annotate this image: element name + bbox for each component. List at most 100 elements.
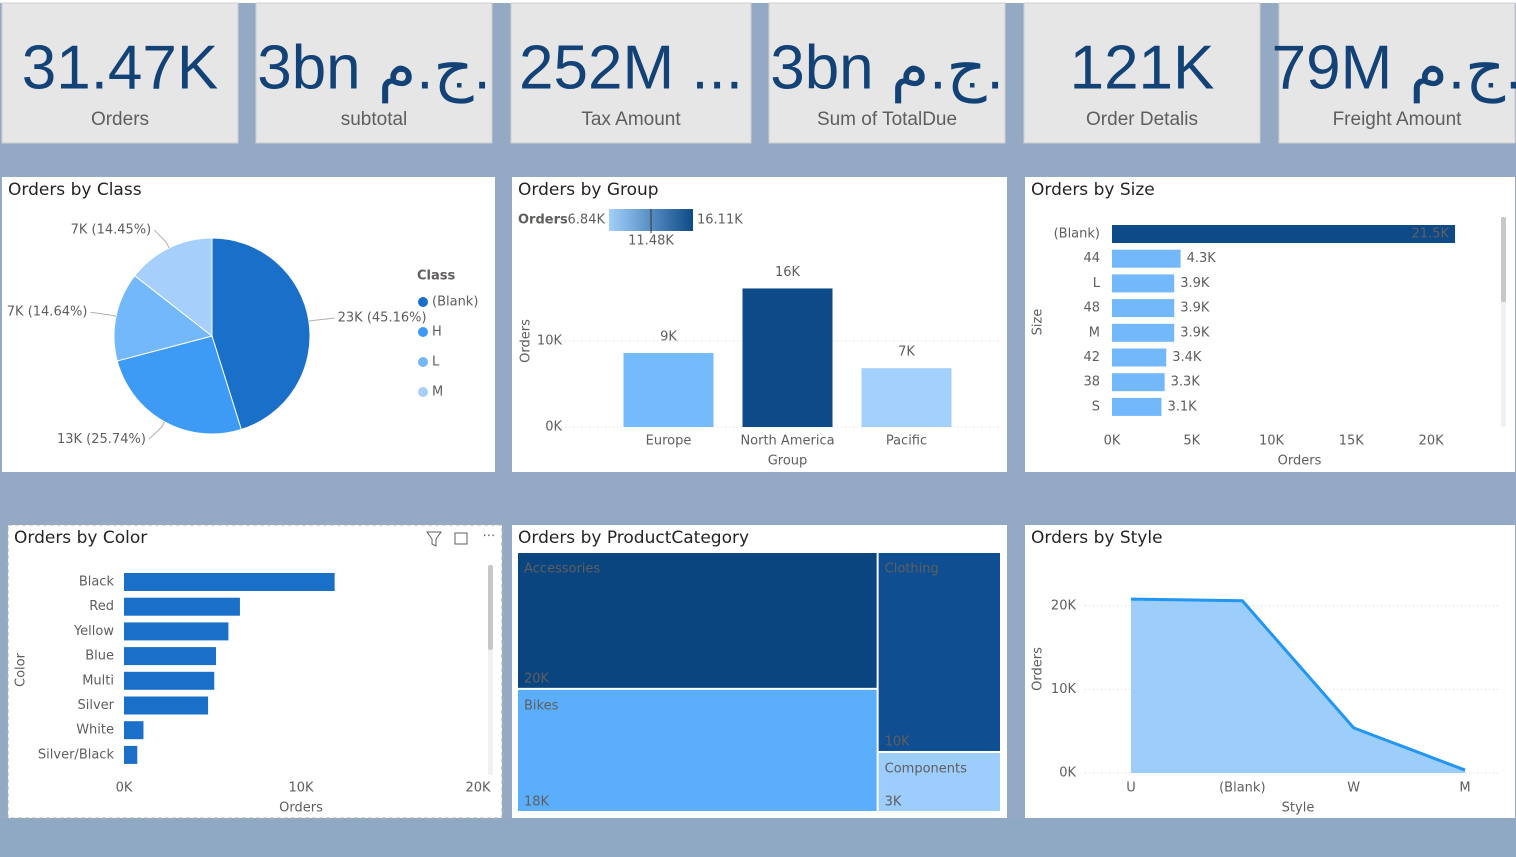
leader-line (148, 421, 166, 440)
bar (124, 671, 215, 690)
kpi-card (510, 2, 752, 144)
kpi-label: Freight Amount (1333, 109, 1463, 130)
kpi-value: 79M ج.م. (1272, 33, 1516, 104)
data-label: 20K (524, 671, 550, 686)
kpi-card (1023, 2, 1261, 144)
top-strip (0, 0, 1516, 3)
y-tick-label: 48 (1083, 301, 1100, 316)
y-tick-label: White (76, 723, 114, 738)
y-axis-title: Orders (519, 319, 534, 363)
legend-label: H (432, 325, 442, 340)
y-axis-title: Color (14, 652, 29, 687)
treemap-tile (518, 553, 877, 688)
kpi-card (1, 2, 239, 144)
chart-title: Orders by Group (518, 180, 659, 200)
y-tick-label: 44 (1083, 251, 1100, 266)
y-tick-label: S (1092, 399, 1100, 414)
x-tick-label: 10K (288, 781, 314, 796)
tile-label: Components (885, 762, 967, 777)
tile-label: Accessories (524, 562, 600, 577)
legend-marker (418, 297, 428, 307)
focus-icon (454, 532, 468, 545)
kpi-card (1278, 2, 1516, 144)
y-tick-label: Silver/Black (38, 747, 115, 762)
legend-label: (Blank) (432, 295, 478, 310)
y-tick-label: 10K (1051, 682, 1077, 697)
y-tick-label: Red (89, 599, 114, 614)
y-tick-label: Yellow (73, 624, 114, 639)
x-tick-label: 0K (1104, 434, 1121, 449)
x-tick-label: North America (740, 434, 834, 449)
data-label: 9K (660, 330, 677, 345)
bar (124, 745, 138, 764)
bar (861, 368, 952, 427)
legend-label: M (432, 385, 443, 400)
x-tick-label: 5K (1183, 434, 1200, 449)
legend-label: L (432, 355, 440, 370)
bar (1112, 299, 1175, 318)
chart-title: Orders by Style (1031, 528, 1163, 548)
y-tick-label: Black (79, 575, 115, 590)
scrollbar-thumb (1501, 217, 1506, 302)
pie-slice (134, 237, 213, 338)
bar (124, 573, 335, 591)
bar (1112, 348, 1167, 367)
x-tick-label: W (1347, 781, 1360, 796)
kpi-card (255, 2, 493, 144)
tile-label: Clothing (885, 562, 939, 577)
more-icon: ⋯ (483, 529, 496, 544)
data-label: 10K (885, 735, 911, 750)
data-label: 7K (14.45%) (71, 222, 152, 237)
y-axis-title: Orders (1031, 647, 1046, 691)
data-label: 3.9K (1180, 301, 1210, 316)
chart-title: Orders by ProductCategory (518, 528, 749, 548)
kpi-value: 3bn ج.م. (770, 33, 1004, 104)
kpi-label: Sum of TotalDue (817, 109, 957, 130)
pie-slice (113, 274, 214, 362)
treemap-tile (878, 753, 1000, 811)
chart-title: Orders by Size (1031, 180, 1155, 200)
chart-title: Orders by Color (14, 528, 147, 548)
bar (124, 721, 144, 740)
data-label: 3K (885, 795, 902, 810)
data-label: 18K (524, 795, 550, 810)
kpi-label: subtotal (341, 109, 408, 130)
line (1130, 597, 1466, 772)
bar (1112, 249, 1181, 268)
bar (124, 696, 209, 715)
legend-marker (418, 357, 428, 367)
data-label: 3.1K (1167, 399, 1197, 414)
y-tick-label: 42 (1083, 350, 1100, 365)
kpi-label: Order Detalis (1086, 109, 1198, 130)
bar (124, 647, 217, 666)
x-axis-title: Orders (1278, 454, 1322, 469)
kpi-value: 31.47K (22, 33, 219, 102)
y-axis-title: Size (1031, 309, 1046, 336)
y-tick-label: 20K (1051, 598, 1077, 613)
area-fill (1131, 599, 1465, 773)
x-tick-label: Europe (646, 434, 692, 449)
y-tick-label: 38 (1083, 375, 1100, 390)
filter-icon (426, 531, 442, 547)
kpi-label: Orders (91, 109, 149, 130)
data-label: 4.3K (1187, 251, 1217, 266)
color-scale-max: 16.11K (697, 213, 743, 228)
data-label: 3.9K (1180, 325, 1210, 340)
y-tick-label: M (1089, 325, 1100, 340)
bar (1112, 274, 1175, 293)
bar (124, 622, 229, 641)
y-tick-label: (Blank) (1054, 227, 1100, 242)
bar (1112, 225, 1456, 243)
y-tick-label: 0K (1059, 766, 1076, 781)
leader-line (308, 317, 335, 322)
y-tick-label: Blue (85, 649, 114, 664)
data-label: 3.3K (1171, 375, 1201, 390)
x-axis-title: Orders (279, 801, 323, 816)
kpi-value: 3bn ج.م. (257, 33, 491, 104)
leader-line (90, 311, 117, 317)
bar (1112, 373, 1165, 392)
y-tick-label: Silver (77, 698, 114, 713)
color-scale-mid-label: 11.48K (628, 234, 674, 249)
y-tick-label: Multi (82, 673, 114, 688)
kpi-value: 252M ... (519, 33, 743, 102)
